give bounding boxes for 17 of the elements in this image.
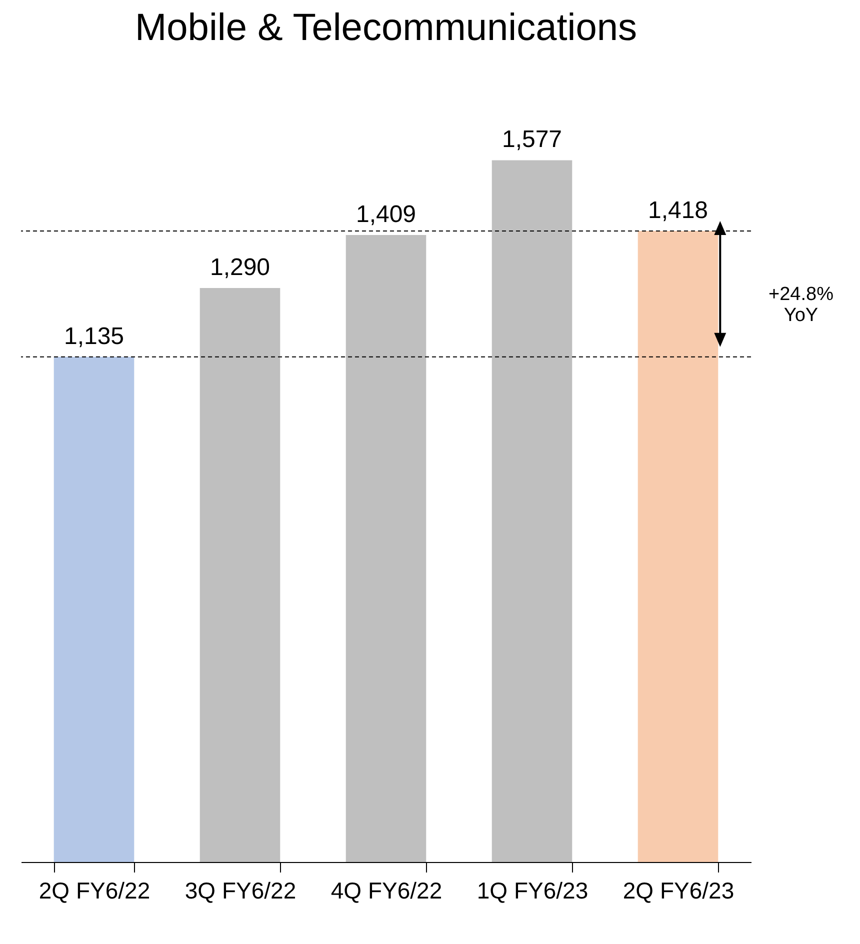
x-tick-label: 1Q FY6/23 bbox=[476, 878, 588, 904]
data-label: 1,577 bbox=[502, 126, 562, 154]
data-label: 1,409 bbox=[356, 200, 416, 228]
chart-title: Mobile & Telecommunications bbox=[135, 7, 637, 50]
bar bbox=[638, 230, 718, 862]
x-tick-label: 2Q FY6/22 bbox=[38, 878, 150, 904]
data-label: 1,290 bbox=[210, 254, 270, 281]
x-tick-label: 2Q FY6/23 bbox=[622, 878, 734, 904]
x-tick-label: 4Q FY6/22 bbox=[330, 878, 442, 904]
data-label: 1,418 bbox=[648, 196, 708, 224]
data-label: 1,135 bbox=[64, 322, 124, 350]
text: +24.8% YoY bbox=[768, 284, 834, 326]
x-tick-label: 3Q FY6/22 bbox=[184, 878, 296, 904]
bar bbox=[346, 234, 426, 862]
bar bbox=[200, 288, 280, 862]
bar bbox=[54, 356, 134, 862]
bar bbox=[492, 160, 572, 862]
